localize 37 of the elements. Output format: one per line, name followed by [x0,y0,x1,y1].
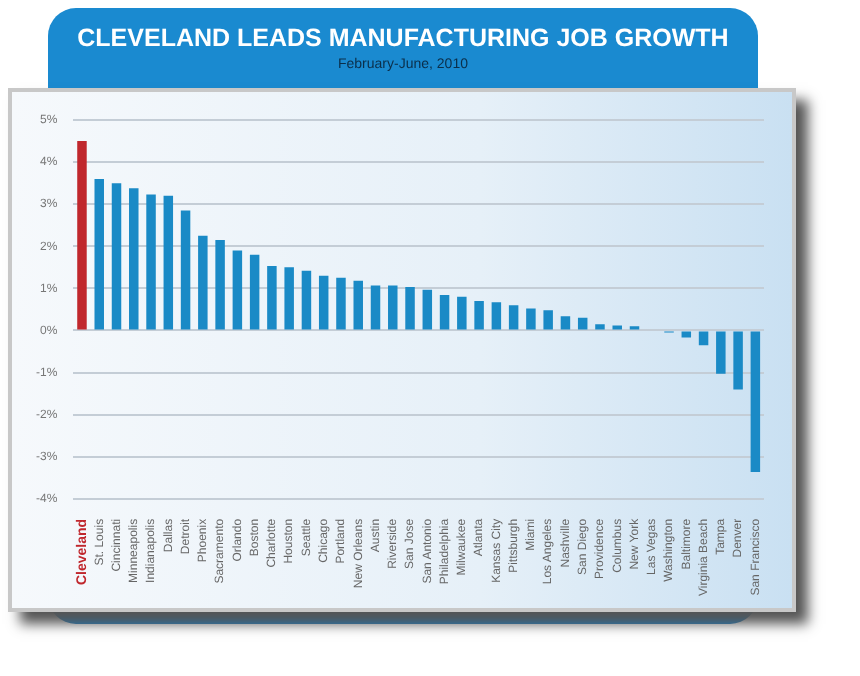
bar [543,310,553,330]
bar [146,194,156,330]
chart-title: CLEVELAND LEADS MANUFACTURING JOB GROWTH [75,24,731,52]
bar [681,331,692,338]
bar [77,141,87,330]
bar [249,254,260,330]
bar [198,235,208,330]
bar [422,289,433,330]
bar [232,250,243,330]
bar [353,280,363,330]
bar [129,188,139,330]
bar [577,317,588,330]
bar [698,331,709,346]
bar [318,275,329,330]
bar [336,277,346,330]
bar [301,270,312,330]
bar [508,305,519,330]
bar [750,331,761,472]
bar [457,296,467,330]
bar [267,266,277,330]
bar [163,195,174,330]
bar [284,267,294,330]
bar [405,287,415,330]
bar [560,316,571,330]
bar [526,308,536,330]
bar [388,285,398,330]
bar [474,301,484,330]
bar [215,239,225,330]
bar [180,210,191,330]
bar [595,324,605,330]
bar [111,183,122,330]
bar [491,302,502,330]
bar [370,285,381,330]
bar [716,331,726,374]
bar [439,295,450,330]
bar [733,331,743,390]
bar [94,178,104,330]
